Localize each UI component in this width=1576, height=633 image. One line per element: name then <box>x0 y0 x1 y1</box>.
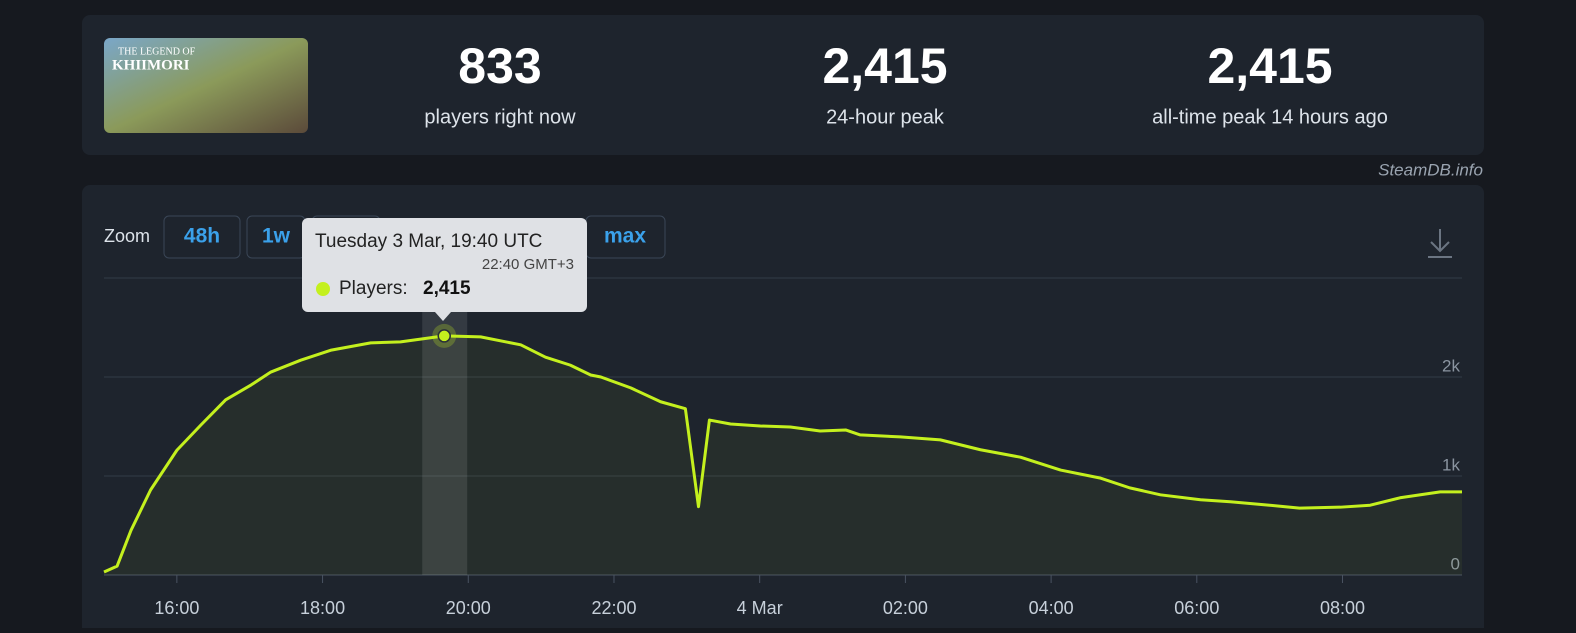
y-tick-label: 0 <box>1451 554 1460 573</box>
stat-value: 2,415 <box>822 38 947 94</box>
line <box>103 334 1462 574</box>
zoom-button-label[interactable]: max <box>604 225 646 248</box>
x-tick-label: 22:00 <box>591 598 636 618</box>
game-image <box>104 38 308 133</box>
tooltip-subtitle: 22:40 GMT+3 <box>482 256 574 273</box>
image-text: THE LEGEND OF <box>118 46 196 57</box>
x-tick-label: 16:00 <box>154 598 199 618</box>
tooltip-box <box>302 218 587 312</box>
hover-band <box>422 278 468 575</box>
tooltip-series-label: Players: <box>339 278 408 299</box>
zoom-button-label[interactable]: 48h <box>184 225 220 248</box>
watermark: SteamDB.info <box>1378 160 1483 179</box>
stat-label: 24-hour peak <box>826 106 945 128</box>
tooltip-swatch <box>316 282 330 296</box>
area <box>104 335 1462 575</box>
stat-value: 833 <box>458 38 541 94</box>
y-tick-label: 2k <box>1442 356 1460 375</box>
tooltip-arrow <box>435 312 451 321</box>
x-tick-label: 20:00 <box>446 598 491 618</box>
y-tick-label: 1k <box>1442 455 1460 474</box>
stats-card <box>82 15 1484 155</box>
zoom-button-label[interactable]: 1w <box>262 225 291 248</box>
tooltip-title: Tuesday 3 Mar, 19:40 UTC <box>315 231 542 252</box>
hover-point <box>437 329 451 343</box>
stat-label: all-time peak 14 hours ago <box>1152 106 1388 128</box>
x-tick-label: 18:00 <box>300 598 345 618</box>
x-tick-label: 02:00 <box>883 598 928 618</box>
download-icon[interactable] <box>1428 229 1452 258</box>
x-tick-label: 06:00 <box>1174 598 1219 618</box>
tooltip-value: 2,415 <box>423 278 471 299</box>
tooltip: Tuesday 3 Mar, 19:40 UTC 22:40 GMT+3 Pla… <box>302 218 587 321</box>
stat-label: players right now <box>424 106 576 128</box>
x-tick-label: 4 Mar <box>737 598 783 618</box>
stat-value: 2,415 <box>1207 38 1332 94</box>
zoom-label: Zoom <box>104 226 150 246</box>
x-tick-label: 08:00 <box>1320 598 1365 618</box>
zoom-button[interactable] <box>163 215 241 259</box>
x-tick-label: 04:00 <box>1029 598 1074 618</box>
image-text: KHIIMORI <box>112 57 190 73</box>
